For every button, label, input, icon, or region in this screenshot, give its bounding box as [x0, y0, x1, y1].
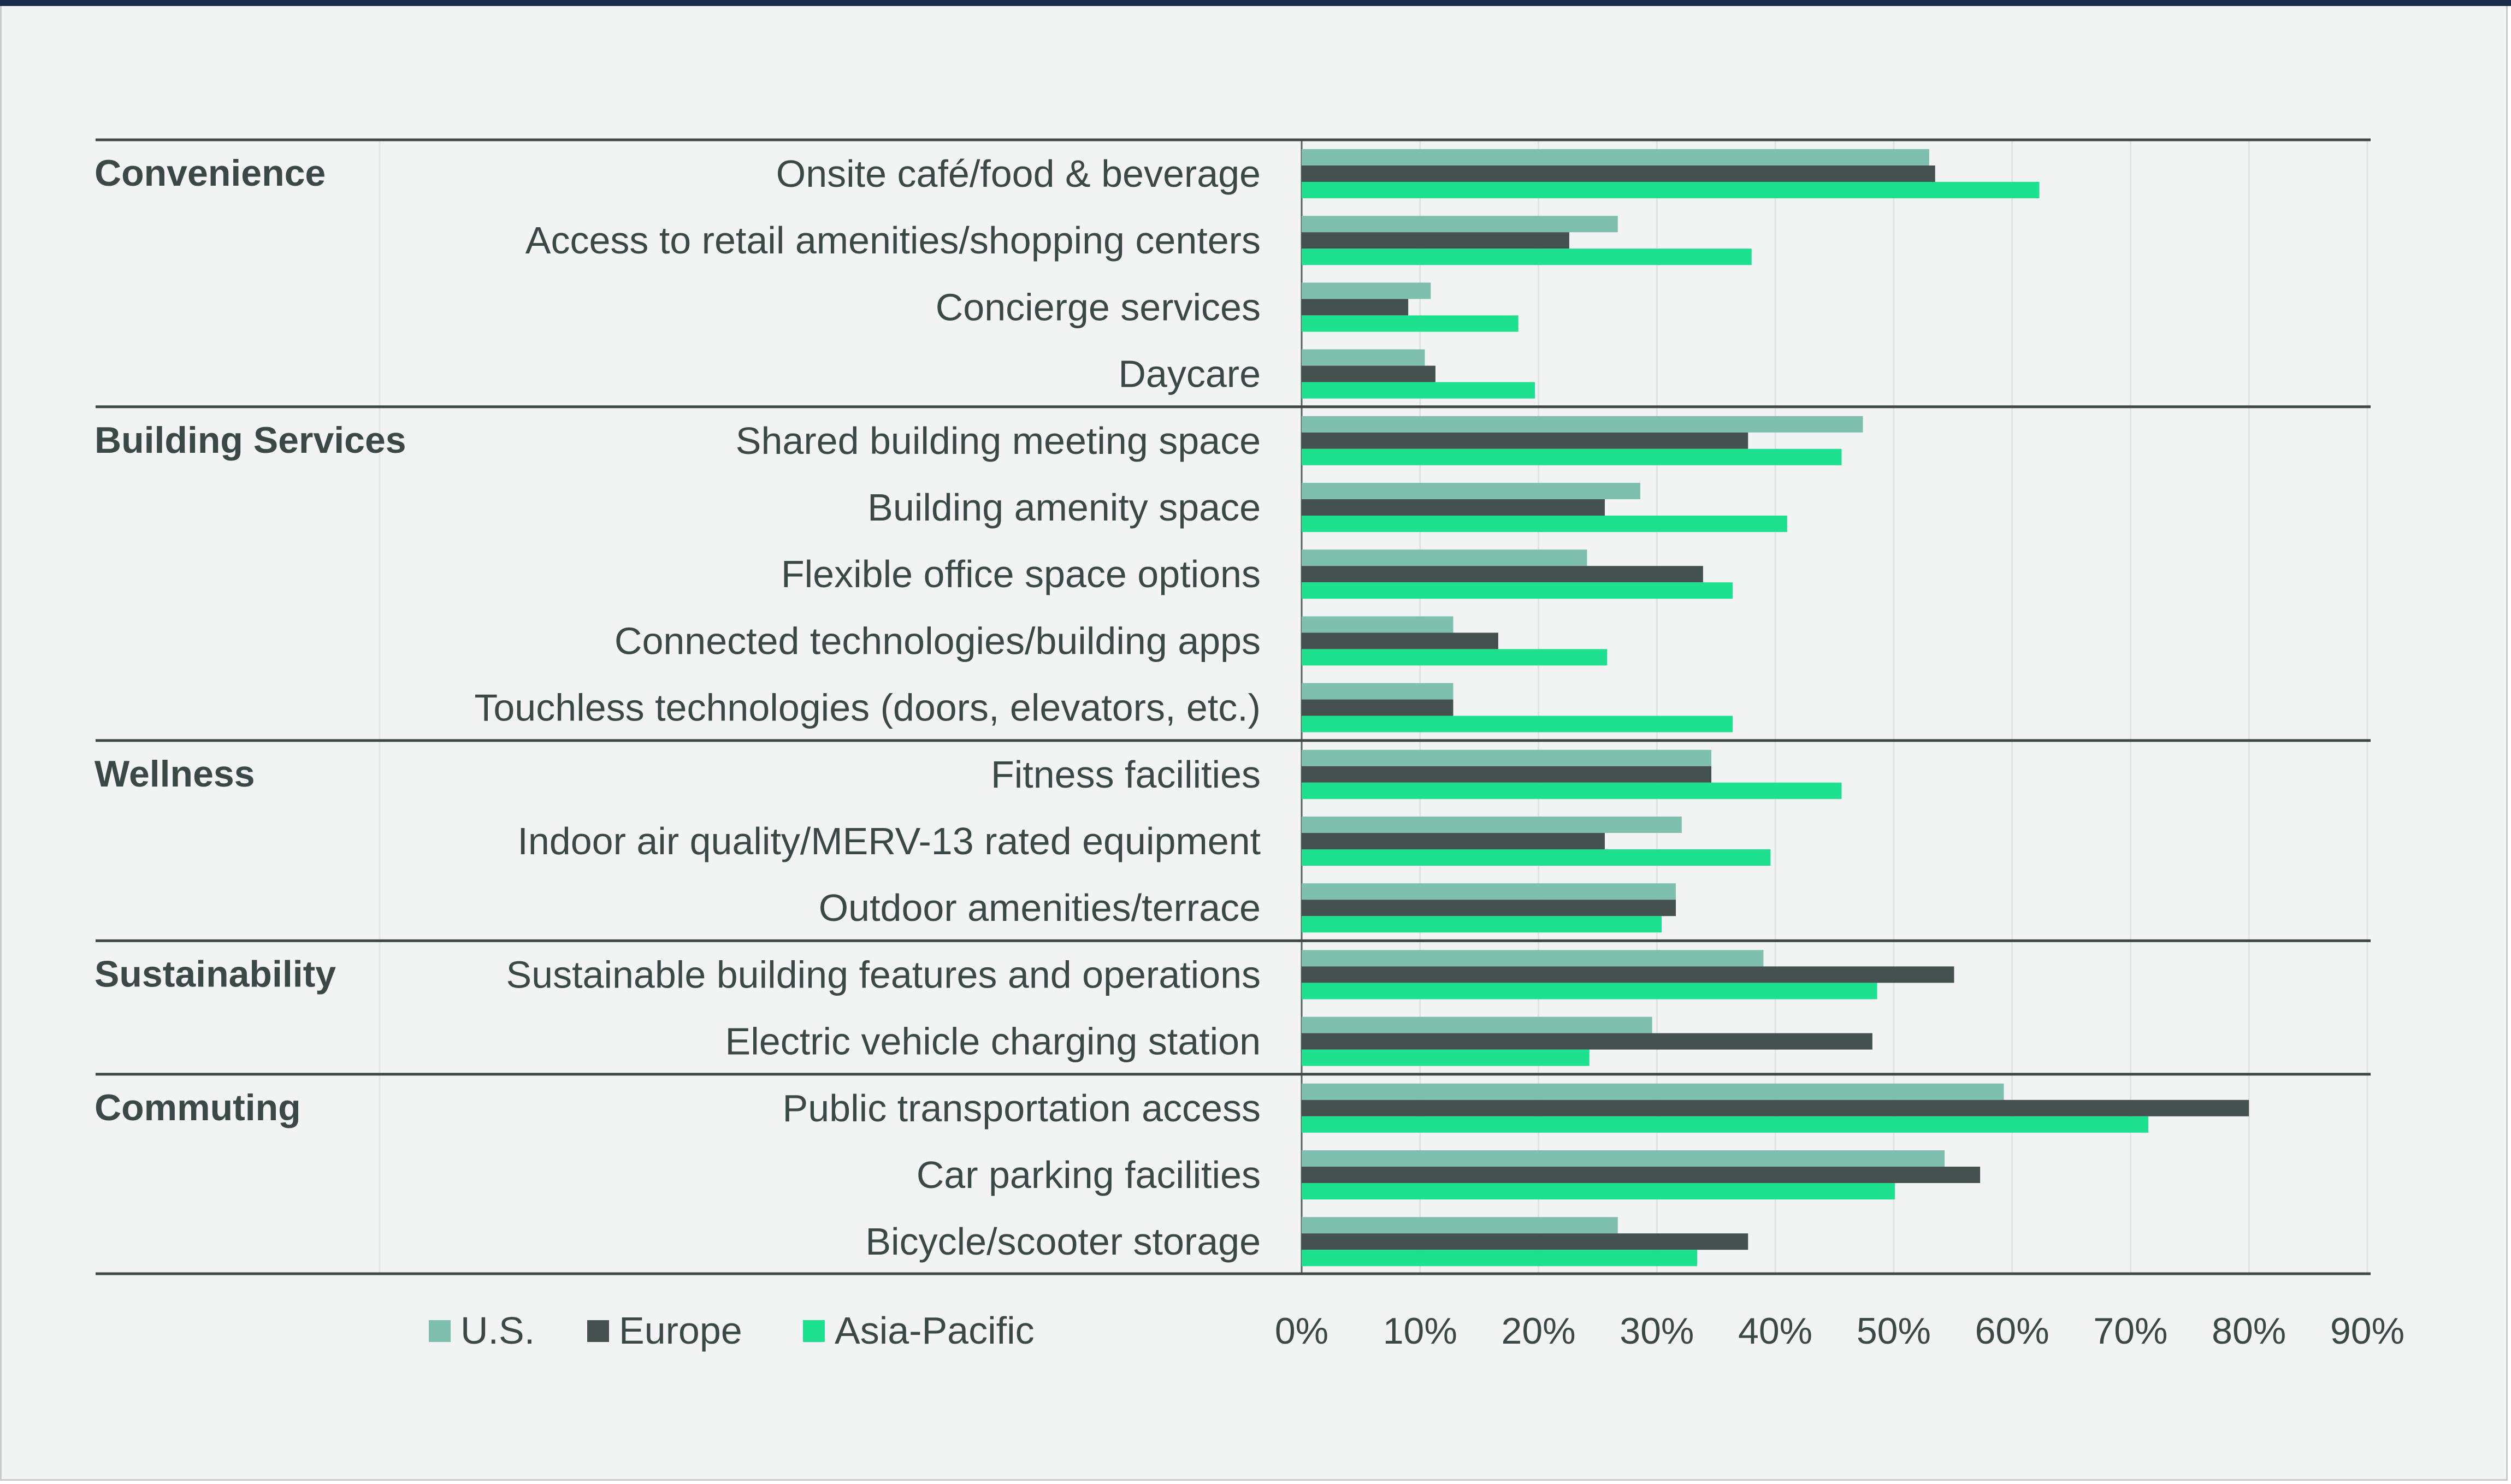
category-label: Building amenity space — [867, 486, 1261, 529]
bar-u-s — [1302, 416, 1863, 433]
bar-europe — [1302, 232, 1569, 249]
bar-u-s — [1302, 1150, 1945, 1167]
bar-europe — [1302, 365, 1435, 382]
legend-label: Asia-Pacific — [835, 1309, 1035, 1352]
bar-u-s — [1302, 1217, 1618, 1234]
category-label: Daycare — [1118, 353, 1261, 395]
bar-asia-pacific — [1302, 916, 1662, 933]
group-label-0: Convenience — [94, 152, 326, 194]
group-label-4: Commuting — [94, 1087, 301, 1128]
x-tick-label: 10% — [1383, 1310, 1457, 1352]
category-label: Concierge services — [936, 286, 1261, 328]
bar-u-s — [1302, 616, 1454, 633]
bar-asia-pacific — [1302, 582, 1733, 599]
bar-europe — [1302, 1099, 2249, 1116]
bar-u-s — [1302, 817, 1682, 833]
bar-u-s — [1302, 1083, 2004, 1100]
category-label: Car parking facilities — [917, 1154, 1261, 1196]
bar-u-s — [1302, 883, 1676, 900]
bar-asia-pacific — [1302, 849, 1771, 866]
bar-europe — [1302, 499, 1605, 516]
bar-u-s — [1302, 149, 1929, 165]
x-tick-label: 20% — [1502, 1310, 1576, 1352]
category-label: Touchless technologies (doors, elevators… — [474, 687, 1261, 729]
bar-asia-pacific — [1302, 315, 1519, 332]
bar-asia-pacific — [1302, 1183, 1895, 1199]
bar-u-s — [1302, 483, 1640, 499]
bar-asia-pacific — [1302, 983, 1877, 1000]
bar-u-s — [1302, 749, 1712, 766]
category-label: Access to retail amenities/shopping cent… — [525, 219, 1261, 262]
category-label: Bicycle/scooter storage — [865, 1220, 1261, 1263]
bar-asia-pacific — [1302, 649, 1608, 666]
legend-label: Europe — [619, 1309, 742, 1352]
bar-europe — [1302, 900, 1676, 917]
bar-asia-pacific — [1302, 516, 1787, 532]
bar-europe — [1302, 165, 1935, 182]
bar-asia-pacific — [1302, 716, 1733, 732]
x-tick-label: 70% — [2093, 1310, 2167, 1352]
legend-swatch — [429, 1320, 451, 1342]
category-label: Outdoor amenities/terrace — [819, 886, 1261, 929]
bar-europe — [1302, 699, 1454, 716]
top-accent-bar — [0, 0, 2511, 6]
category-label: Onsite café/food & beverage — [776, 152, 1261, 195]
x-tick-label: 60% — [1975, 1310, 2049, 1352]
category-label: Public transportation access — [783, 1087, 1261, 1130]
bar-u-s — [1302, 1016, 1652, 1033]
bar-europe — [1302, 299, 1409, 316]
bar-asia-pacific — [1302, 1049, 1590, 1066]
category-label: Fitness facilities — [991, 753, 1261, 796]
bar-europe — [1302, 1167, 1981, 1183]
bar-asia-pacific — [1302, 382, 1535, 399]
bar-europe — [1302, 1233, 1748, 1250]
x-tick-label: 80% — [2212, 1310, 2286, 1352]
category-label: Connected technologies/building apps — [615, 619, 1261, 662]
bar-u-s — [1302, 549, 1587, 566]
legend-label: U.S. — [460, 1309, 535, 1352]
bar-europe — [1302, 1033, 1872, 1050]
x-tick-label: 30% — [1620, 1310, 1694, 1352]
bar-u-s — [1302, 950, 1764, 967]
x-tick-label: 40% — [1738, 1310, 1812, 1352]
bar-u-s — [1302, 683, 1454, 700]
category-label: Flexible office space options — [781, 553, 1261, 595]
bar-europe — [1302, 566, 1703, 583]
legend-swatch — [587, 1320, 609, 1342]
bar-europe — [1302, 966, 1954, 983]
bar-europe — [1302, 766, 1712, 783]
bar-asia-pacific — [1302, 448, 1842, 465]
bar-europe — [1302, 432, 1748, 449]
x-tick-label: 0% — [1275, 1310, 1328, 1352]
category-label: Electric vehicle charging station — [725, 1020, 1261, 1063]
bar-asia-pacific — [1302, 1116, 2148, 1133]
group-label-3: Sustainability — [94, 953, 336, 995]
bar-u-s — [1302, 282, 1431, 299]
bar-asia-pacific — [1302, 249, 1752, 265]
x-tick-label: 90% — [2330, 1310, 2404, 1352]
category-label: Sustainable building features and operat… — [506, 953, 1261, 996]
bar-europe — [1302, 632, 1498, 649]
bar-europe — [1302, 833, 1605, 849]
category-label: Indoor air quality/MERV-13 rated equipme… — [517, 820, 1261, 862]
bar-u-s — [1302, 216, 1618, 233]
group-label-1: Building Services — [94, 419, 406, 461]
bar-u-s — [1302, 349, 1425, 366]
group-label-2: Wellness — [94, 753, 255, 795]
bar-asia-pacific — [1302, 182, 2040, 198]
category-label: Shared building meeting space — [736, 419, 1261, 462]
bar-asia-pacific — [1302, 1250, 1698, 1267]
legend-swatch — [803, 1320, 825, 1342]
x-tick-label: 50% — [1857, 1310, 1931, 1352]
bar-asia-pacific — [1302, 782, 1842, 799]
